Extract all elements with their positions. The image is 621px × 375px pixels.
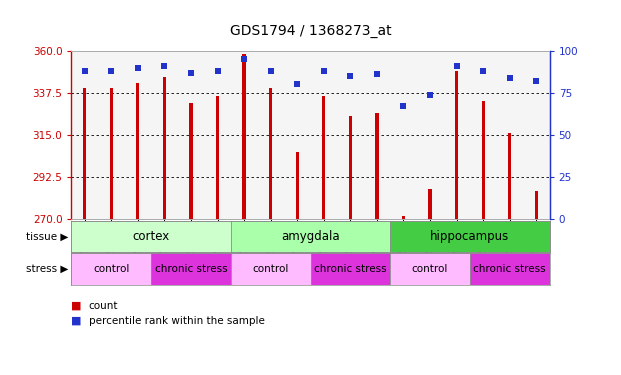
Bar	[402, 216, 405, 219]
Point	[239, 56, 249, 62]
Bar	[216, 96, 219, 219]
Point	[212, 68, 222, 74]
Bar	[375, 112, 379, 219]
Bar	[390, 253, 470, 285]
Bar	[110, 88, 113, 219]
Text: GDS1794 / 1368273_at: GDS1794 / 1368273_at	[230, 24, 391, 38]
Bar	[349, 116, 352, 219]
Text: control: control	[412, 264, 448, 274]
Bar	[231, 253, 310, 285]
Point	[79, 68, 89, 74]
Text: percentile rank within the sample: percentile rank within the sample	[89, 316, 265, 326]
Text: chronic stress: chronic stress	[314, 264, 387, 274]
Point	[399, 103, 409, 110]
Bar	[136, 82, 140, 219]
Point	[532, 78, 542, 84]
Point	[292, 81, 302, 87]
Point	[160, 63, 170, 69]
Text: control: control	[253, 264, 289, 274]
Bar	[71, 220, 231, 252]
Bar	[163, 77, 166, 219]
Bar	[535, 191, 538, 219]
Text: stress ▶: stress ▶	[26, 264, 68, 274]
Bar	[390, 220, 550, 252]
Point	[505, 75, 515, 81]
Bar	[269, 88, 272, 219]
Point	[186, 70, 196, 76]
Bar	[508, 133, 511, 219]
Bar	[428, 189, 432, 219]
Bar	[231, 220, 390, 252]
Text: count: count	[89, 301, 119, 310]
Point	[345, 73, 355, 79]
Point	[425, 92, 435, 98]
Bar	[83, 88, 86, 219]
Text: amygdala: amygdala	[281, 230, 340, 243]
Text: chronic stress: chronic stress	[473, 264, 546, 274]
Point	[106, 68, 116, 74]
Bar	[455, 71, 458, 219]
Point	[133, 64, 143, 70]
Text: tissue ▶: tissue ▶	[26, 231, 68, 242]
Text: ■: ■	[71, 316, 82, 326]
Point	[319, 68, 329, 74]
Point	[451, 63, 461, 69]
Bar	[310, 253, 390, 285]
Bar	[481, 101, 485, 219]
Bar	[189, 103, 193, 219]
Bar	[151, 253, 231, 285]
Text: hippocampus: hippocampus	[430, 230, 509, 243]
Bar	[296, 152, 299, 219]
Text: chronic stress: chronic stress	[155, 264, 227, 274]
Point	[478, 68, 488, 74]
Point	[266, 68, 276, 74]
Bar	[71, 253, 151, 285]
Bar	[470, 253, 550, 285]
Point	[372, 71, 382, 77]
Bar	[242, 54, 246, 219]
Text: control: control	[93, 264, 129, 274]
Text: ■: ■	[71, 301, 82, 310]
Text: cortex: cortex	[132, 230, 170, 243]
Bar	[322, 96, 325, 219]
